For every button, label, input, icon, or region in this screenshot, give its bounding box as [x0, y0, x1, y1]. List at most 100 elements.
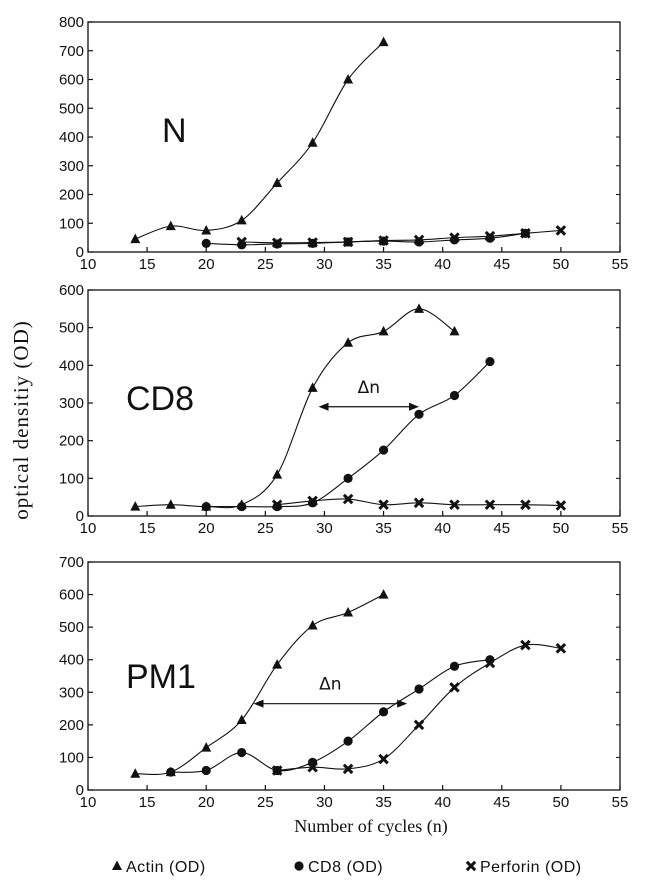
x-tick-label: 15	[139, 794, 156, 811]
cd8-series-line	[206, 361, 491, 508]
actin-point	[165, 220, 176, 231]
x-tick-label: 20	[198, 794, 215, 811]
x-tick-label: 20	[198, 256, 215, 273]
cd8-point	[449, 661, 460, 671]
perforin-point	[555, 500, 567, 511]
cd8-series-line	[170, 659, 491, 773]
cd8-point	[378, 707, 389, 717]
x-tick-label: 55	[612, 520, 629, 537]
y-tick-label: 500	[59, 100, 84, 117]
legend: Actin (OD) CD8 (OD) Perforin (OD)	[112, 859, 582, 876]
actin-point	[236, 714, 247, 724]
x-tick-label: 40	[434, 520, 451, 537]
actin-point	[378, 589, 389, 599]
cd8-point	[237, 747, 247, 758]
x-tick-label: 35	[375, 794, 392, 811]
delta-n-label: Δn	[358, 378, 380, 398]
legend-triangle-marker	[112, 860, 122, 870]
x-axis-label: Number of cycles (n)	[294, 816, 447, 837]
legend-label: Perforin (OD)	[480, 859, 582, 876]
perforin-point	[307, 761, 318, 773]
actin-series-line	[135, 41, 384, 240]
y-tick-label: 500	[59, 619, 84, 636]
x-tick-label: 45	[493, 256, 510, 273]
x-tick-label: 45	[493, 794, 510, 811]
x-tick-label: 40	[434, 794, 451, 811]
perforin-point	[271, 499, 283, 510]
cd8-point	[414, 409, 424, 419]
y-tick-label: 600	[59, 587, 84, 604]
perforin-point	[484, 499, 496, 510]
y-tick-label: 100	[59, 749, 84, 766]
actin-point	[378, 325, 389, 336]
cd8-series-line	[206, 232, 526, 246]
y-tick-label: 300	[59, 158, 84, 175]
y-tick-label: 500	[59, 320, 84, 337]
arrow-head-right	[409, 402, 420, 411]
x-tick-label: 30	[316, 520, 333, 537]
x-tick-label: 50	[553, 256, 570, 273]
y-tick-label: 600	[59, 282, 84, 299]
plot-frame	[87, 561, 621, 791]
legend-label: CD8 (OD)	[308, 859, 383, 876]
panel-n: 0 100 200 300 400 500 600 700 800 10 15 20 25 30 35 40 4…	[59, 14, 628, 273]
x-tick-label: 25	[257, 256, 274, 273]
y-tick-label: 0	[76, 508, 84, 525]
actin-point	[449, 325, 460, 336]
x-tick-label: 55	[612, 256, 629, 273]
y-tick-label: 200	[59, 717, 84, 734]
perforin-point	[342, 763, 354, 775]
perforin-point	[236, 236, 247, 248]
cd8-point	[414, 684, 424, 694]
x-tick-label: 25	[257, 520, 274, 537]
x-tick-label: 25	[257, 794, 274, 811]
perforin-point	[378, 753, 389, 765]
x-tick-label: 15	[139, 520, 156, 537]
delta-n-label: Δn	[319, 675, 341, 695]
y-tick-label: 200	[59, 433, 84, 450]
actin-point	[378, 36, 389, 47]
y-tick-label: 800	[59, 14, 84, 31]
y-tick-label: 700	[59, 554, 84, 571]
x-tick-label: 50	[553, 794, 570, 811]
x-tick-label: 35	[375, 256, 392, 273]
actin-series-line	[135, 308, 455, 509]
cd8-point	[343, 736, 353, 746]
cd8-point	[166, 767, 176, 777]
perforin-point	[378, 235, 389, 246]
cd8-point	[237, 501, 247, 512]
x-tick-label: 30	[316, 794, 333, 811]
actin-point	[130, 233, 141, 244]
y-axis-label: optical densitiy (OD)	[9, 320, 33, 519]
panel-label: PM1	[126, 658, 196, 696]
arrow-head-left	[253, 699, 264, 708]
actin-point	[236, 214, 247, 225]
cd8-point	[378, 445, 389, 455]
panel-label: CD8	[126, 380, 194, 418]
perforin-point	[484, 230, 496, 242]
y-tick-label: 300	[59, 684, 84, 701]
perforin-point	[449, 682, 460, 693]
perforin-point	[555, 643, 567, 654]
x-tick-label: 15	[139, 256, 156, 273]
x-tick-label: 20	[198, 520, 215, 537]
perforin-point	[307, 237, 318, 248]
y-tick-label: 100	[59, 470, 84, 487]
actin-point	[414, 303, 425, 313]
perforin-series-line	[241, 229, 561, 244]
cd8-point	[201, 501, 211, 512]
x-tick-label: 10	[80, 794, 97, 811]
y-tick-label: 0	[76, 244, 84, 261]
x-tick-label: 45	[493, 520, 510, 537]
legend-item-perforin: Perforin (OD)	[465, 859, 582, 876]
perforin-point	[378, 499, 389, 510]
legend-cross-marker	[465, 860, 477, 872]
panel-label: N	[162, 112, 187, 150]
x-tick-label: 10	[80, 520, 97, 537]
perforin-point	[271, 765, 283, 776]
y-tick-label: 700	[59, 43, 84, 60]
perforin-point	[307, 495, 318, 507]
x-tick-label: 10	[80, 256, 97, 273]
